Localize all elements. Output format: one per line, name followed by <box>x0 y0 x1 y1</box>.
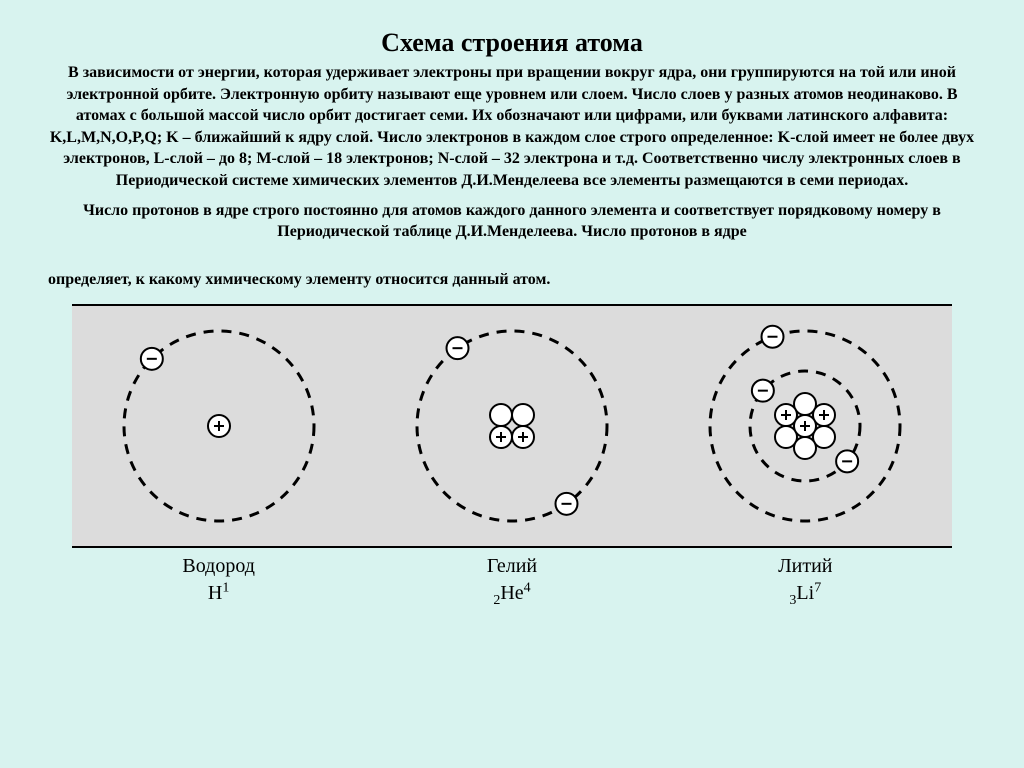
hydrogen-symbol: H <box>208 582 222 604</box>
helium-name: Гелий <box>487 555 537 577</box>
atom-hydrogen <box>89 306 349 546</box>
paragraph-1: В зависимости от энергии, которая удержи… <box>48 62 976 192</box>
labels-row: Водород H1 Гелий 2He4 Литий 3Li7 <box>72 554 952 609</box>
lithium-formula: 3Li7 <box>789 582 821 604</box>
page: Схема строения атома В зависимости от эн… <box>0 0 1024 768</box>
helium-mass: 4 <box>524 580 531 595</box>
lithium-name: Литий <box>778 555 832 577</box>
lithium-symbol: Li <box>796 582 814 604</box>
helium-formula: 2He4 <box>493 582 530 604</box>
atom-diagram <box>72 304 952 548</box>
label-hydrogen: Водород H1 <box>89 554 349 609</box>
paragraph-2: Число протонов в ядре строго постоянно д… <box>48 200 976 243</box>
hydrogen-mass: 1 <box>222 580 229 595</box>
hydrogen-formula: H1 <box>208 582 229 604</box>
helium-symbol: He <box>500 582 523 604</box>
label-helium: Гелий 2He4 <box>382 554 642 609</box>
atom-helium <box>382 306 642 546</box>
label-lithium: Литий 3Li7 <box>675 554 935 609</box>
paragraph-3: определяет, к какому химическому элемент… <box>48 269 976 291</box>
lithium-mass: 7 <box>814 580 821 595</box>
atom-lithium <box>675 306 935 546</box>
title: Схема строения атома <box>48 28 976 58</box>
hydrogen-name: Водород <box>182 555 255 577</box>
